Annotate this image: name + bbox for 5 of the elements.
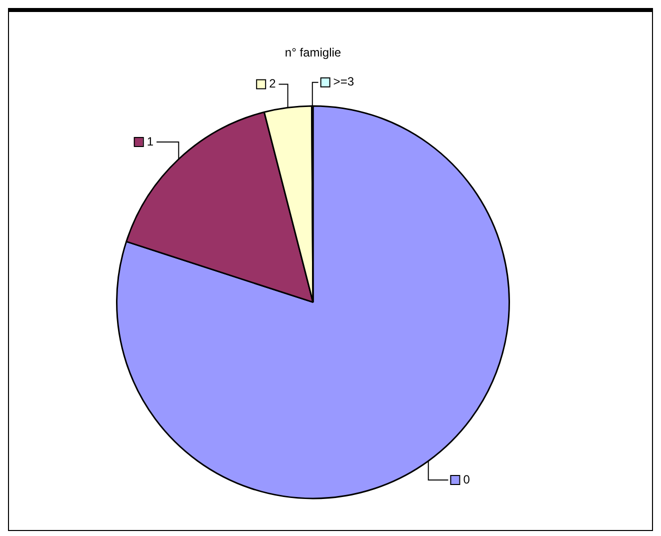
legend-label: 0 <box>463 472 470 486</box>
legend-label: 2 <box>269 76 276 91</box>
legend-label: >=3 <box>333 74 354 89</box>
chart-title: n° famiglie <box>284 46 342 60</box>
legend-label: 1 <box>146 134 154 148</box>
